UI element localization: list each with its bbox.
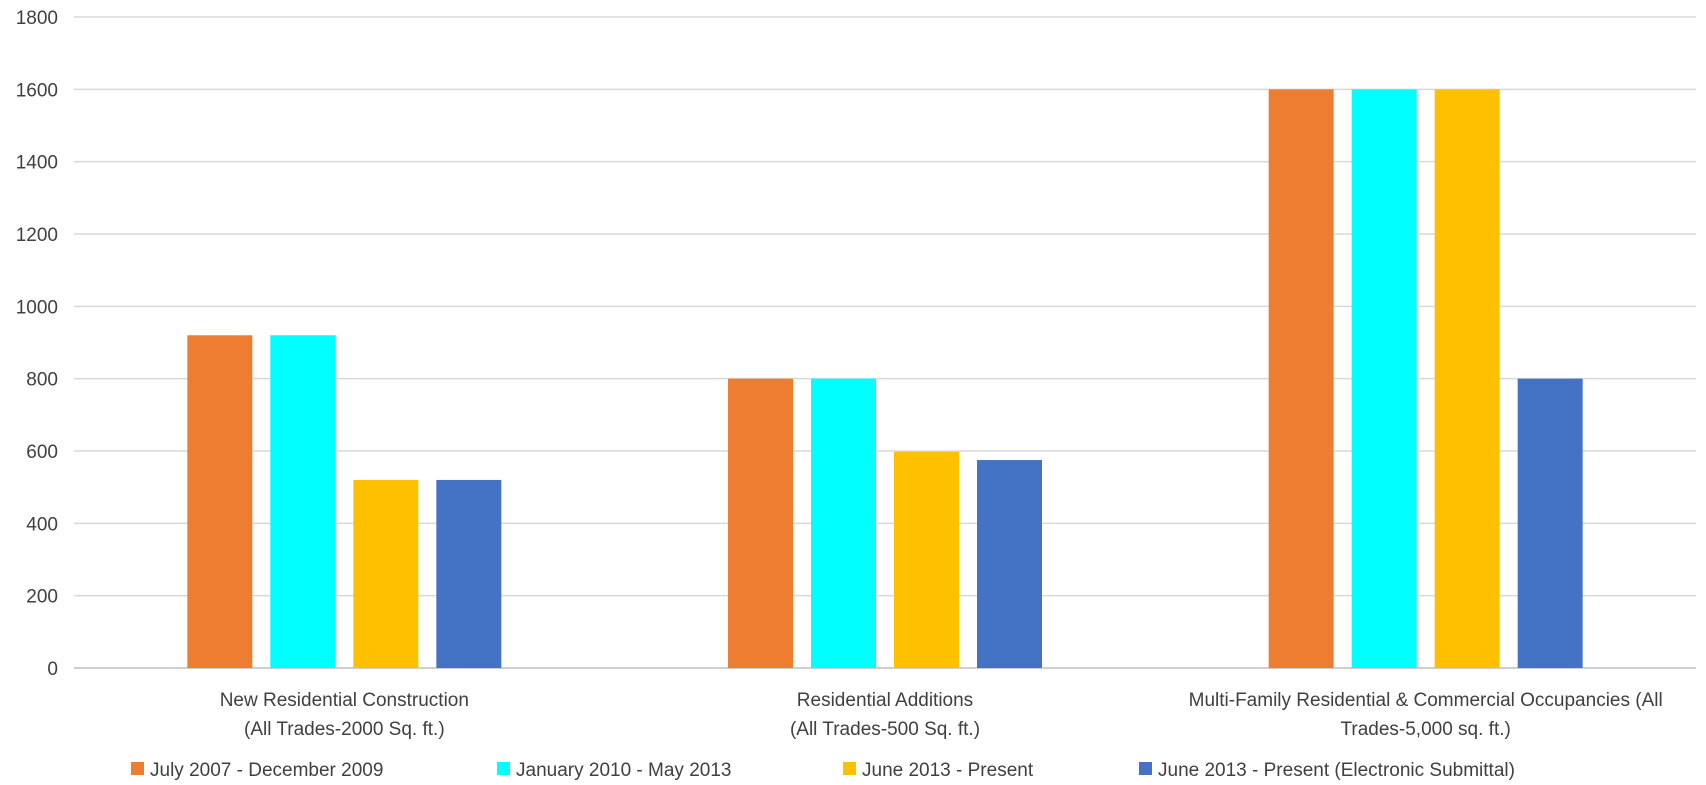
y-tick-label: 0 (47, 659, 58, 680)
category-label-line: Trades-5,000 sq. ft.) (1340, 719, 1510, 740)
y-axis-tick-labels: 0 200 400 600 800 1000 1200 1400 1600 1800 (16, 8, 58, 680)
category-label: Multi-Family Residential & Commercial Oc… (1189, 690, 1663, 740)
category-label-line: Multi-Family Residential & Commercial Oc… (1189, 690, 1663, 711)
bar-series-3-category-1 (353, 479, 419, 668)
legend-label: June 2013 - Present (Electronic Submitta… (1158, 760, 1515, 780)
bars (187, 89, 1583, 669)
category-label-line: New Residential Construction (220, 690, 469, 711)
category-label-line: (All Trades-500 Sq. ft.) (790, 719, 980, 740)
bar-series-4-category-1 (436, 479, 502, 668)
bar-series-2-category-1 (270, 335, 336, 668)
y-tick-label: 1000 (16, 297, 58, 318)
bar-series-2-category-2 (811, 378, 876, 668)
bar-series-3-category-3 (1434, 89, 1500, 669)
category-label: Residential Additions (All Trades-500 Sq.… (790, 690, 980, 740)
category-label: New Residential Construction (All Trades-… (220, 690, 469, 740)
legend-swatch (843, 762, 856, 775)
y-tick-label: 1400 (16, 153, 58, 174)
y-tick-label: 200 (26, 587, 58, 608)
y-tick-label: 800 (26, 370, 58, 391)
y-tick-label: 1200 (16, 225, 58, 246)
category-label-line: Residential Additions (797, 690, 973, 711)
bar-series-3-category-2 (894, 451, 959, 668)
bar-series-4-category-3 (1517, 378, 1583, 668)
y-tick-label: 1600 (16, 80, 58, 101)
y-tick-label: 600 (26, 442, 58, 463)
bar-series-4-category-2 (977, 460, 1042, 668)
y-tick-label: 1800 (16, 8, 58, 29)
gridlines (74, 16, 1696, 669)
legend-swatch (1139, 762, 1152, 775)
bar-series-2-category-3 (1351, 89, 1417, 669)
x-axis-category-labels: New Residential Construction (All Trades-… (220, 690, 1663, 740)
legend-swatch (497, 762, 510, 775)
legend-label: June 2013 - Present (862, 760, 1034, 780)
legend-swatch (131, 762, 144, 775)
legend: July 2007 - December 2009 January 2010 - … (131, 760, 1515, 781)
bar-series-1-category-3 (1268, 89, 1334, 669)
y-tick-label: 400 (26, 514, 58, 535)
legend-label: January 2010 - May 2013 (516, 760, 731, 780)
bar-series-1-category-2 (728, 378, 793, 668)
legend-label: July 2007 - December 2009 (150, 760, 383, 780)
bar-series-1-category-1 (187, 335, 253, 668)
category-label-line: (All Trades-2000 Sq. ft.) (244, 719, 445, 740)
